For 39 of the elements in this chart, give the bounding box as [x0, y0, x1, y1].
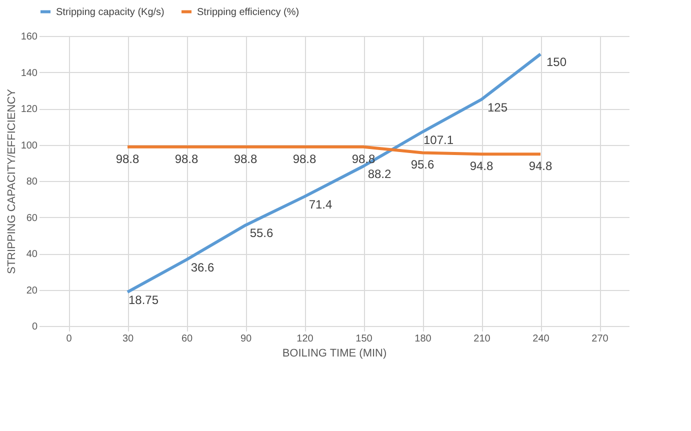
legend-label: Stripping efficiency (%) — [197, 6, 300, 18]
data-label: 98.8 — [292, 152, 316, 166]
data-label: 98.8 — [352, 152, 376, 166]
data-label: 95.6 — [410, 158, 434, 172]
data-label: 36.6 — [190, 260, 214, 275]
y-tick-label: 140 — [20, 68, 38, 79]
data-label: 98.8 — [234, 152, 258, 166]
y-tick-label: 100 — [20, 140, 38, 152]
x-axis-title: BOILING TIME (MIN) — [282, 348, 387, 360]
x-tick-label: 180 — [414, 334, 432, 344]
x-tick-label: 90 — [240, 334, 252, 344]
x-tick-label: 210 — [474, 334, 491, 344]
y-axis-title: STRIPPING CAPACITY/EFFICIENCY — [6, 88, 18, 274]
data-label: 94.8 — [528, 159, 552, 174]
x-tick-label: 60 — [181, 334, 193, 344]
x-tick-label: 30 — [122, 334, 134, 344]
data-label: 88.2 — [368, 167, 392, 182]
x-tick-label: 240 — [532, 334, 550, 344]
data-label: 150 — [546, 55, 567, 70]
y-tick-label: 160 — [20, 32, 38, 42]
y-tick-label: 60 — [26, 212, 38, 224]
y-tick-label: 120 — [20, 104, 38, 115]
data-label: 55.6 — [250, 226, 274, 240]
data-label: 107.1 — [423, 132, 454, 147]
y-tick-label: 20 — [26, 285, 38, 296]
data-label: 94.8 — [470, 159, 494, 174]
y-tick-label: 40 — [26, 249, 38, 260]
y-tick-label: 80 — [26, 176, 38, 188]
data-label: 125 — [487, 100, 508, 114]
data-label: 18.75 — [128, 293, 159, 308]
data-label: 98.8 — [174, 152, 198, 166]
data-label: 71.4 — [308, 198, 332, 212]
x-tick-label: 0 — [66, 334, 72, 344]
y-tick-label: 0 — [32, 322, 38, 332]
legend-label: Stripping capacity (Kg/s) — [56, 6, 164, 18]
x-tick-label: 270 — [592, 334, 609, 344]
x-tick-label: 150 — [356, 334, 373, 344]
x-tick-label: 120 — [296, 334, 314, 344]
data-label: 98.8 — [116, 152, 140, 166]
